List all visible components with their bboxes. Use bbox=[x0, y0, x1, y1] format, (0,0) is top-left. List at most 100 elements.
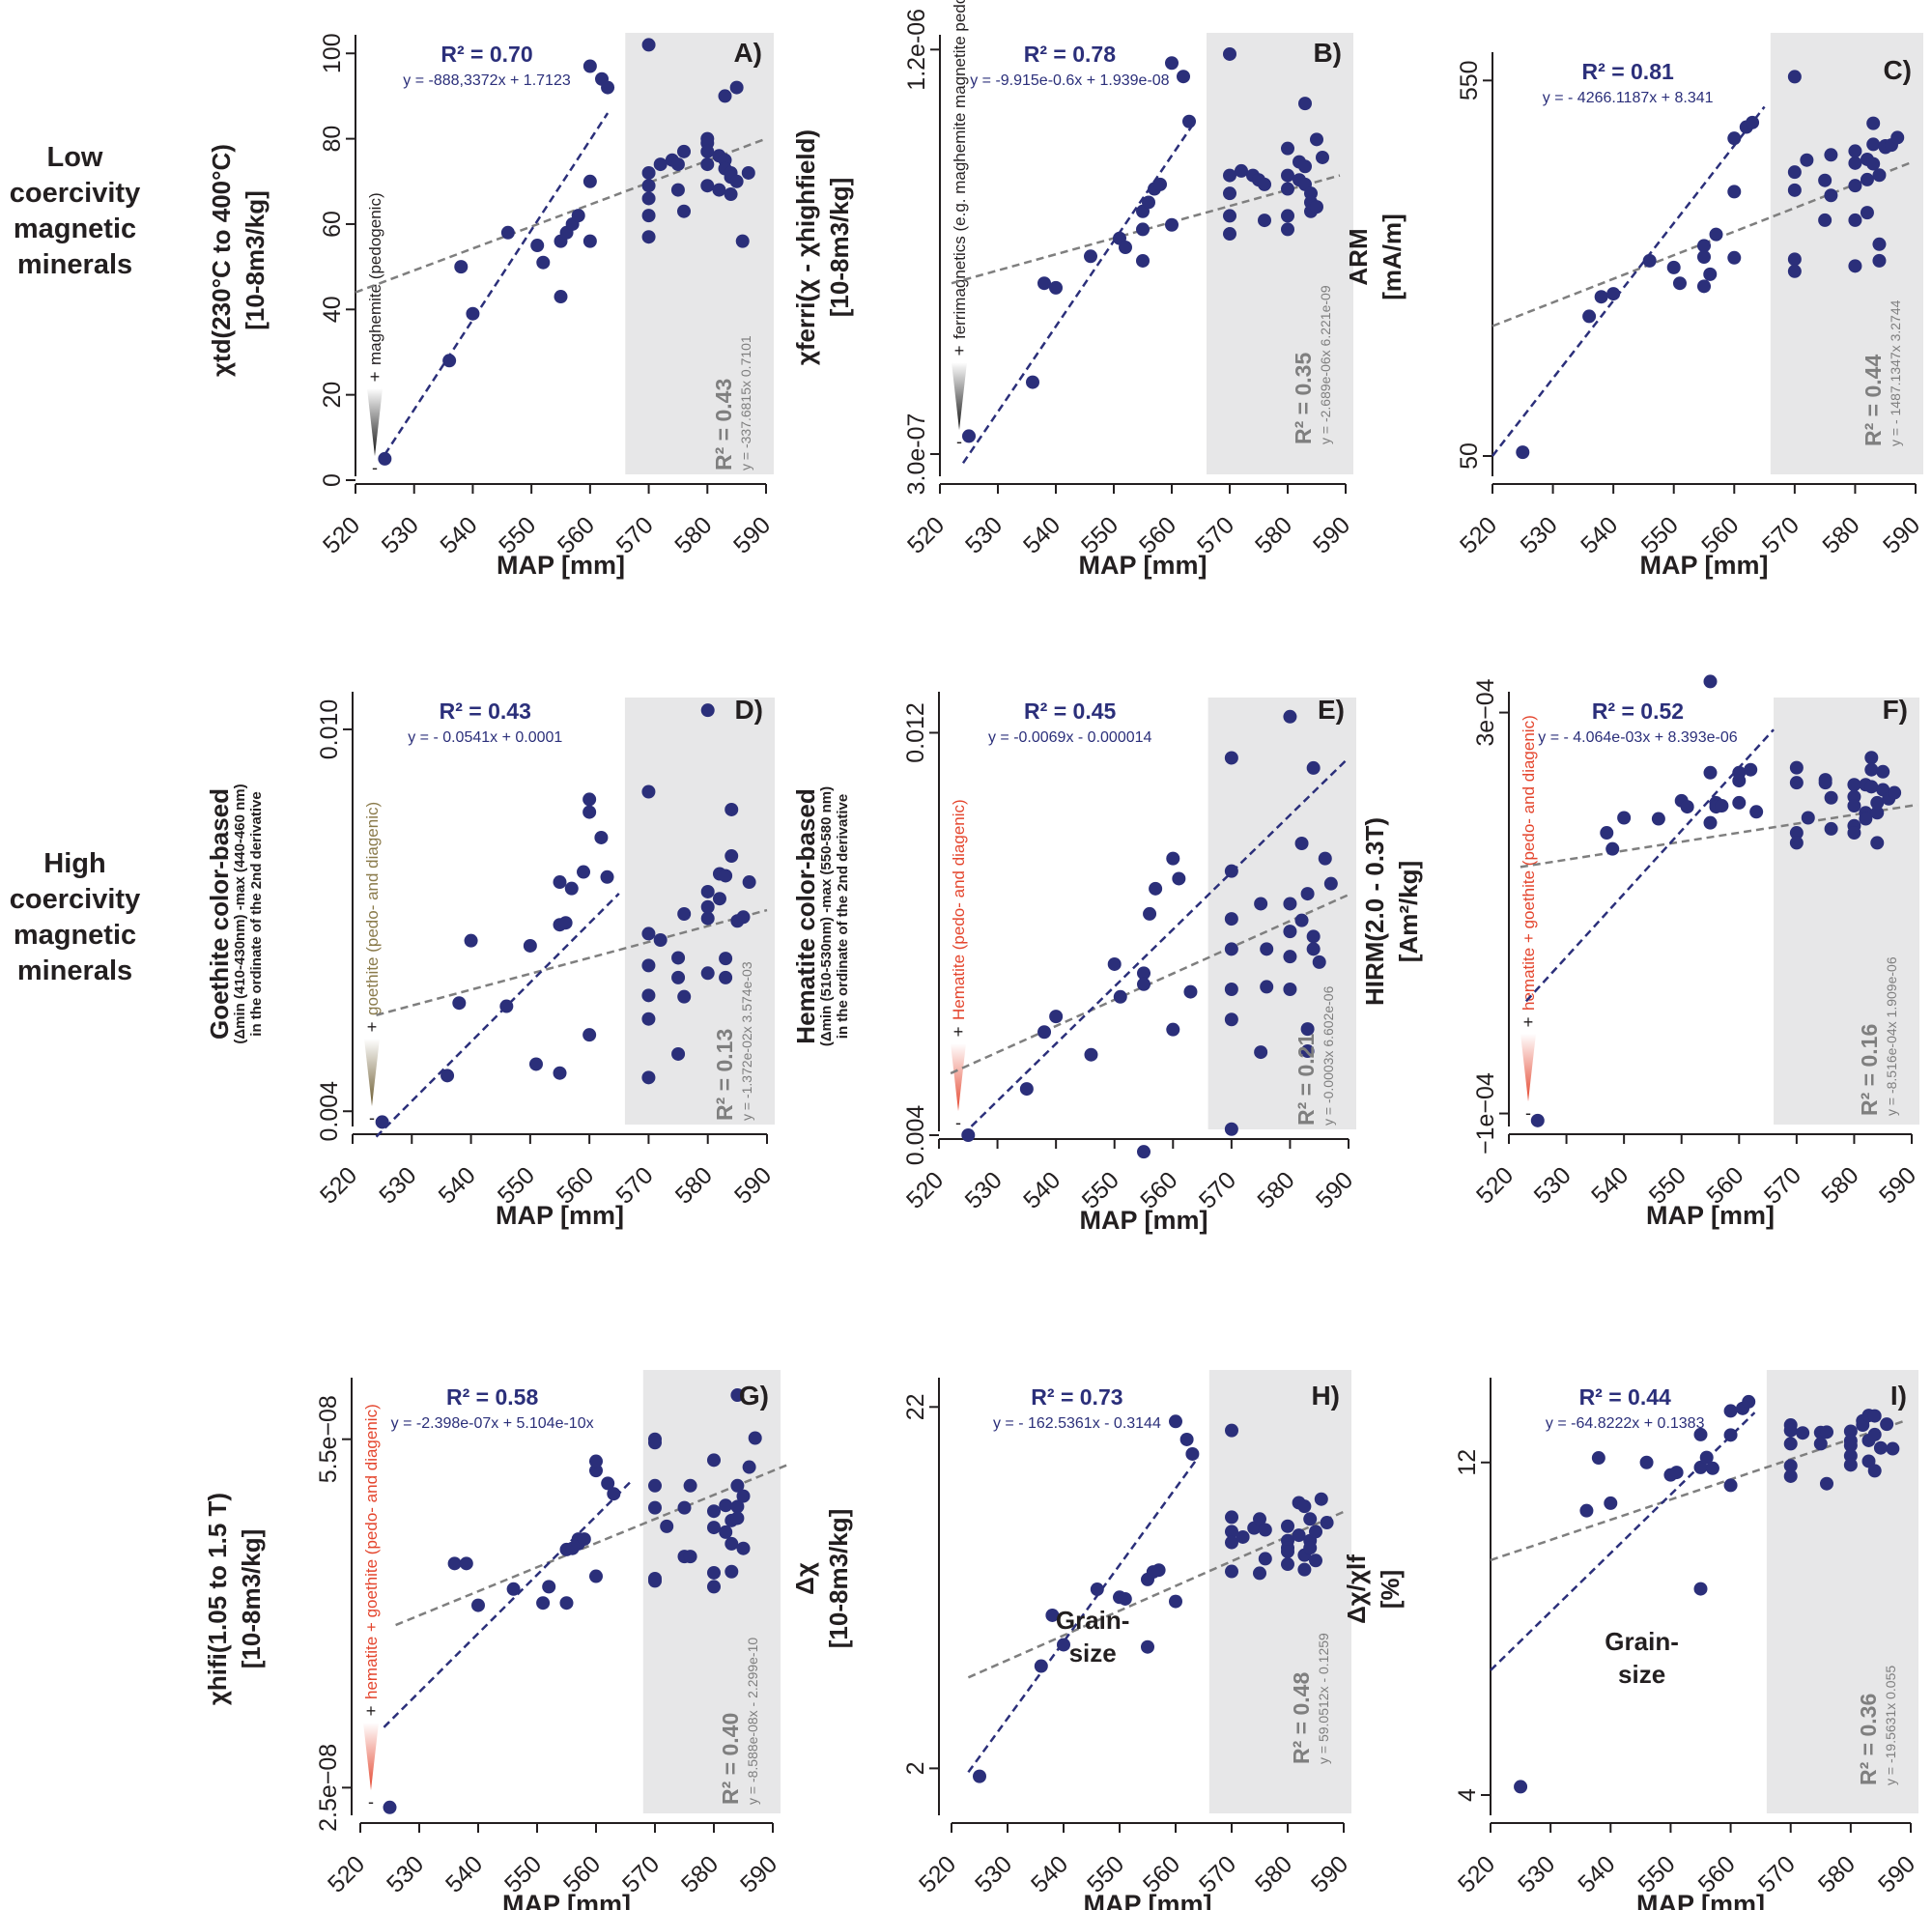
data-point bbox=[1606, 287, 1621, 301]
data-point bbox=[1037, 1025, 1052, 1040]
data-point bbox=[1119, 241, 1132, 254]
data-point bbox=[1727, 185, 1742, 199]
data-point bbox=[1283, 709, 1297, 724]
data-point bbox=[719, 970, 733, 984]
data-point bbox=[464, 933, 478, 948]
data-point bbox=[648, 1574, 662, 1588]
x-tick-label: 530 bbox=[374, 1161, 421, 1209]
wedge-plus-label: + bbox=[953, 1022, 964, 1041]
data-point bbox=[653, 157, 668, 172]
data-point bbox=[671, 951, 686, 965]
data-point bbox=[1787, 264, 1802, 278]
gray-r2-label: R² = 0.13 bbox=[712, 1029, 737, 1121]
data-point bbox=[1281, 1544, 1294, 1558]
data-point bbox=[1306, 929, 1321, 944]
data-point bbox=[553, 875, 567, 890]
data-point bbox=[1514, 1780, 1528, 1794]
wedge-plus-label: + bbox=[370, 367, 381, 386]
data-point bbox=[1703, 674, 1718, 689]
data-point bbox=[1818, 213, 1833, 227]
data-point bbox=[1843, 1458, 1858, 1472]
data-point bbox=[1783, 1468, 1798, 1483]
data-point bbox=[1151, 1563, 1166, 1578]
data-point bbox=[582, 174, 597, 188]
data-point bbox=[1254, 897, 1268, 911]
data-point bbox=[1847, 778, 1861, 792]
data-point bbox=[660, 1519, 674, 1533]
row-label-line: Low bbox=[46, 142, 103, 173]
x-tick-label: 580 bbox=[1817, 511, 1864, 558]
data-point bbox=[1281, 1557, 1294, 1572]
data-point bbox=[1224, 1012, 1238, 1027]
data-point bbox=[1732, 795, 1747, 810]
y-axis-label: Hematite color-based bbox=[791, 788, 820, 1043]
data-point bbox=[1605, 841, 1620, 856]
data-point bbox=[1258, 177, 1271, 191]
data-point bbox=[571, 209, 585, 223]
data-point bbox=[582, 1028, 597, 1042]
gray-r2-label: R² = 0.36 bbox=[1856, 1694, 1881, 1785]
data-point bbox=[1314, 1492, 1328, 1506]
shaded-region bbox=[1208, 1370, 1351, 1813]
data-point bbox=[1824, 148, 1838, 162]
data-point bbox=[1723, 1404, 1738, 1418]
y-axis-label: [10-8m3/kg] bbox=[825, 178, 854, 318]
x-tick-label: 520 bbox=[914, 1850, 961, 1897]
y-axis-label: Δχ/χlf bbox=[1342, 1554, 1371, 1624]
y-axis-label: [mA/m] bbox=[1378, 214, 1406, 300]
blue-regression-line bbox=[375, 893, 620, 1138]
data-point bbox=[1107, 956, 1122, 971]
data-point bbox=[1848, 156, 1862, 170]
data-point bbox=[1166, 1022, 1180, 1037]
data-point bbox=[1796, 1426, 1810, 1440]
data-point bbox=[440, 1069, 455, 1083]
x-tick-label: 540 bbox=[440, 1850, 488, 1897]
data-point bbox=[1183, 984, 1198, 999]
x-tick-label: 580 bbox=[1816, 1161, 1863, 1209]
data-point bbox=[1223, 186, 1236, 201]
data-point bbox=[729, 174, 744, 188]
y-tick-label: 4 bbox=[1454, 1788, 1481, 1802]
data-point bbox=[1225, 1510, 1238, 1525]
data-point bbox=[1149, 881, 1163, 896]
row-label-line: minerals bbox=[16, 955, 133, 986]
data-point bbox=[1253, 1512, 1266, 1526]
data-point bbox=[1669, 1466, 1684, 1480]
data-point bbox=[1182, 114, 1196, 128]
data-point bbox=[1258, 1523, 1272, 1537]
data-point bbox=[1801, 811, 1815, 825]
x-axis-label: MAP [mm] bbox=[502, 1890, 631, 1910]
data-point bbox=[1818, 776, 1833, 790]
gray-equation-label: y = - 1487.1347x 3.2744 bbox=[1888, 299, 1903, 446]
data-point bbox=[683, 1478, 697, 1493]
data-point bbox=[724, 187, 738, 202]
y-tick-label: 0.004 bbox=[316, 1081, 343, 1142]
data-point bbox=[1090, 1582, 1104, 1597]
data-point bbox=[1169, 1414, 1182, 1429]
data-point bbox=[1860, 172, 1874, 186]
x-tick-label: 520 bbox=[318, 511, 365, 558]
data-point bbox=[1166, 851, 1180, 866]
x-axis-label: MAP [mm] bbox=[1646, 1201, 1775, 1230]
y-tick-label: −1e−04 bbox=[1472, 1072, 1499, 1155]
data-point bbox=[1297, 1499, 1312, 1514]
data-point bbox=[1225, 1535, 1238, 1550]
blue-r2-label: R² = 0.52 bbox=[1592, 698, 1684, 724]
x-axis-label: MAP [mm] bbox=[1078, 551, 1207, 580]
data-point bbox=[1530, 1113, 1545, 1127]
gray-equation-label: y = -8.588e-08x - 2.299e-10 bbox=[745, 1638, 760, 1805]
gray-equation-label: y = -19.5631x 0.055 bbox=[1883, 1666, 1898, 1785]
y-tick-label: 3e−04 bbox=[1472, 678, 1499, 746]
data-point bbox=[700, 966, 715, 981]
blue-regression-line bbox=[961, 121, 1197, 465]
y-axis-label: [Am²/kg] bbox=[1394, 861, 1423, 962]
gray-r2-label: R² = 0.44 bbox=[1861, 355, 1886, 446]
data-point bbox=[1843, 1424, 1858, 1439]
data-point bbox=[1281, 209, 1294, 223]
data-point bbox=[1084, 249, 1097, 264]
wedge-minus-label: - bbox=[372, 458, 378, 477]
x-tick-label: 580 bbox=[676, 1850, 724, 1897]
data-point bbox=[528, 1057, 543, 1071]
data-point bbox=[1258, 214, 1271, 228]
